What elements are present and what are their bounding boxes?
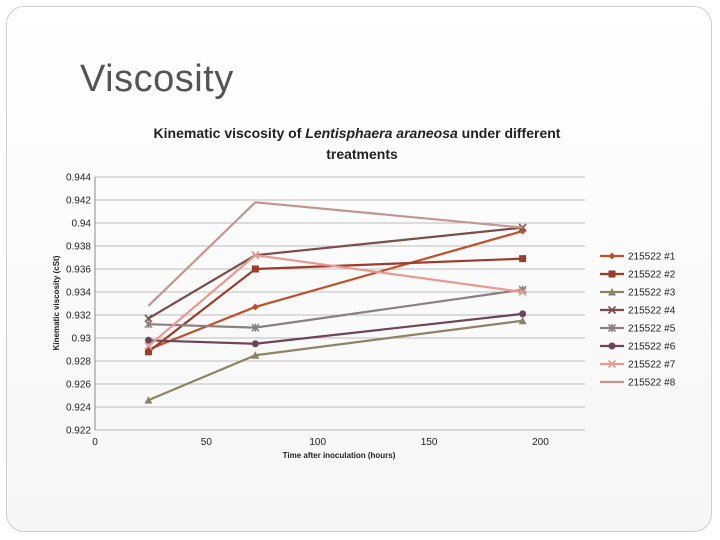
legend-item: 215522 #6 — [600, 342, 676, 353]
data-point — [251, 340, 259, 348]
data-point — [519, 310, 527, 318]
data-point-stroke — [144, 341, 153, 351]
y-tick-label: 0.934 — [66, 288, 91, 299]
y-tick-label: 0.94 — [72, 219, 92, 230]
legend-label: 215522 #4 — [628, 306, 676, 317]
legend-label: 215522 #8 — [628, 378, 676, 389]
series-5 — [144, 285, 527, 332]
legend-label: 215522 #5 — [628, 324, 676, 335]
y-tick-label: 0.922 — [66, 426, 91, 437]
series-line — [148, 319, 523, 402]
legend-item: 215522 #4 — [600, 306, 676, 317]
series-line — [147, 226, 523, 320]
data-point — [607, 323, 617, 333]
y-axis-label: Kinematic viscosity (cSt) — [52, 255, 61, 350]
legend-label: 215522 #1 — [628, 252, 676, 263]
data-point-stroke — [607, 305, 617, 315]
series-4 — [144, 223, 527, 323]
chart-title-line-1: Kinematic viscosity of Lentisphaera aran… — [154, 125, 561, 141]
series-line — [148, 229, 523, 351]
y-tick-label: 0.924 — [66, 403, 91, 414]
y-tick-label: 0.93 — [72, 334, 92, 345]
legend-item: 215522 #8 — [600, 378, 676, 389]
legend-label: 215522 #2 — [628, 270, 676, 281]
data-point — [607, 305, 617, 315]
data-point — [144, 336, 152, 344]
data-point — [251, 251, 260, 260]
slide-title: Viscosity — [80, 58, 234, 100]
series-6 — [144, 310, 527, 348]
y-tick-label: 0.944 — [66, 173, 91, 184]
series-7 — [144, 251, 527, 351]
legend-item: 215522 #1 — [600, 252, 676, 263]
data-point-stroke — [607, 359, 617, 369]
y-tick-label: 0.928 — [66, 357, 91, 368]
legend-item: 215522 #5 — [600, 324, 676, 335]
y-tick-labels: 0.922 0.924 0.926 0.928 0.93 0.932 0.934 0.936 0… — [66, 173, 91, 437]
chart-title-line-2: treatments — [326, 146, 398, 162]
legend: 215522 #1 215522 #2 215522 #3 215522 #4 2155… — [600, 252, 676, 389]
x-tick-labels: 0 50 100 150 200 — [92, 437, 549, 448]
legend-label: 215522 #6 — [628, 342, 676, 353]
series-2 — [144, 255, 527, 356]
series-lines — [144, 201, 527, 404]
series-line — [147, 201, 523, 307]
y-tick-label: 0.932 — [66, 311, 91, 322]
y-tick-label: 0.936 — [66, 265, 91, 276]
data-point-stroke — [518, 287, 527, 297]
data-point — [144, 341, 153, 351]
data-point — [608, 342, 616, 350]
data-point — [608, 288, 616, 296]
data-point — [518, 316, 527, 325]
data-point — [608, 252, 616, 260]
x-tick-label: 150 — [421, 437, 438, 448]
x-tick-label: 0 — [92, 437, 98, 448]
y-tick-label: 0.942 — [66, 196, 91, 207]
data-point — [144, 348, 152, 356]
legend-label: 215522 #7 — [628, 360, 676, 371]
data-point — [144, 396, 153, 404]
legend-item: 215522 #2 — [600, 270, 676, 281]
x-axis-label: Time after inoculation (hours) — [283, 451, 396, 460]
series-3 — [144, 316, 527, 404]
x-tick-label: 200 — [532, 437, 549, 448]
legend-item: 215522 #7 — [600, 360, 676, 371]
x-tick-label: 50 — [201, 437, 213, 448]
data-point — [607, 359, 617, 369]
data-point — [251, 351, 260, 359]
data-point-stroke — [251, 251, 260, 260]
data-point — [144, 320, 153, 329]
data-point — [519, 255, 527, 263]
series-8 — [147, 201, 523, 307]
data-point — [608, 270, 616, 278]
data-point — [518, 287, 527, 297]
data-point — [251, 303, 259, 311]
legend-item: 215522 #3 — [600, 288, 676, 299]
x-tick-label: 100 — [309, 437, 326, 448]
y-tick-label: 0.926 — [66, 380, 91, 391]
data-point — [251, 265, 259, 273]
legend-label: 215522 #3 — [628, 288, 676, 299]
data-point — [251, 323, 260, 332]
y-tick-label: 0.938 — [66, 242, 91, 253]
